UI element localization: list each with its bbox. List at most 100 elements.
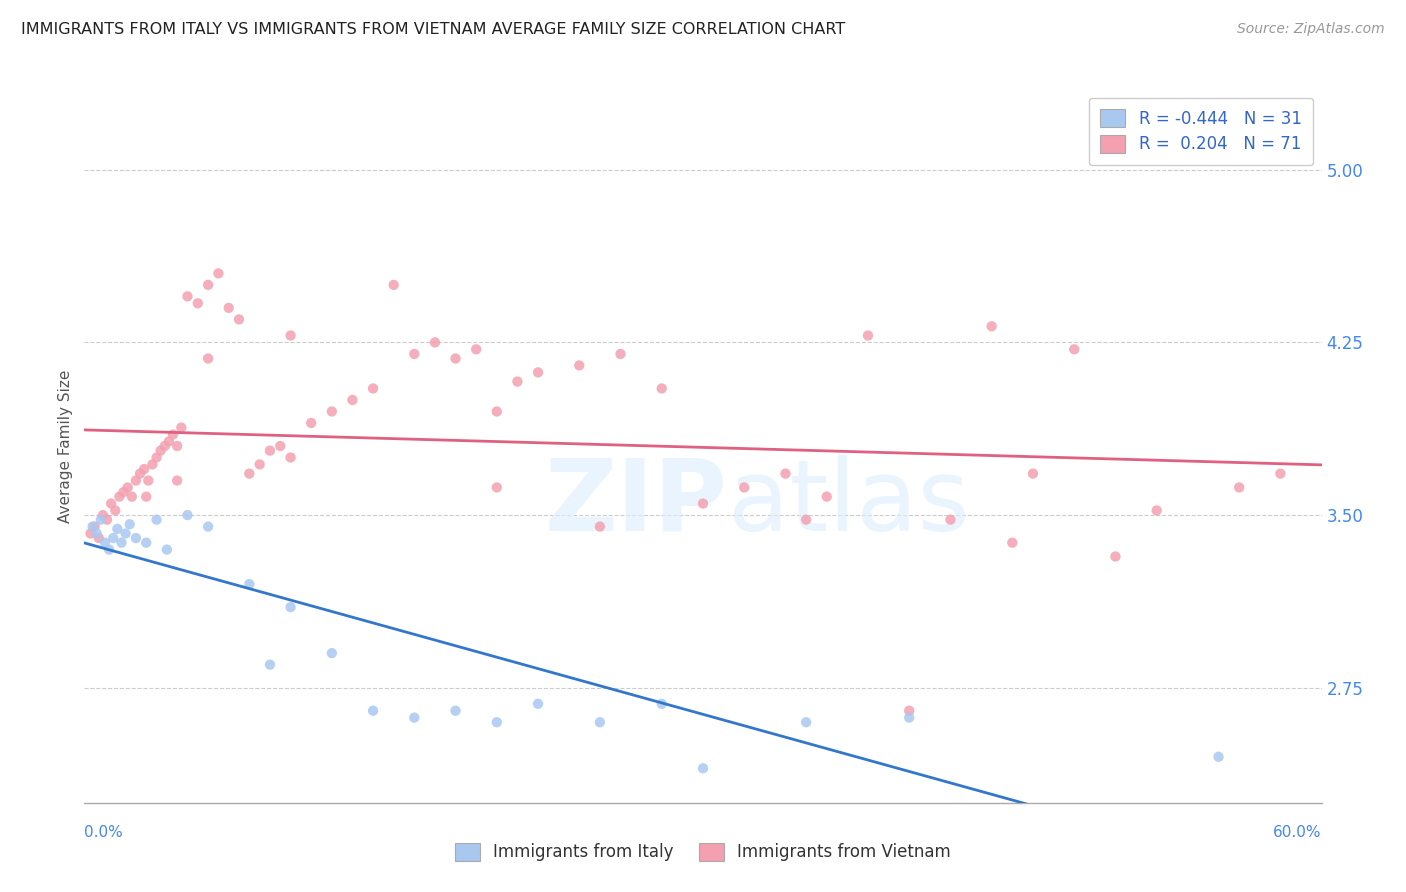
Point: [1208, 749, 1230, 764]
Point: [939, 513, 962, 527]
Point: [170, 420, 193, 434]
Point: [145, 513, 167, 527]
Point: [90, 513, 112, 527]
Text: atlas: atlas: [728, 455, 969, 551]
Point: [114, 526, 136, 541]
Point: [1022, 467, 1045, 481]
Text: 60.0%: 60.0%: [1274, 825, 1322, 840]
Point: [589, 715, 612, 730]
Point: [527, 697, 550, 711]
Point: [125, 531, 148, 545]
Point: [125, 474, 148, 488]
Point: [249, 458, 271, 472]
Point: [692, 497, 714, 511]
Point: [153, 439, 176, 453]
Point: [238, 467, 260, 481]
Point: [280, 600, 302, 615]
Point: [145, 450, 167, 465]
Point: [112, 485, 135, 500]
Point: [280, 328, 302, 343]
Point: [856, 328, 879, 343]
Point: [775, 467, 797, 481]
Point: [94, 535, 117, 549]
Point: [156, 542, 179, 557]
Point: [166, 439, 188, 453]
Text: 0.0%: 0.0%: [84, 825, 124, 840]
Point: [485, 480, 508, 494]
Point: [361, 381, 384, 395]
Point: [465, 343, 488, 357]
Point: [91, 508, 114, 522]
Point: [141, 458, 163, 472]
Point: [104, 503, 127, 517]
Point: [506, 375, 529, 389]
Point: [98, 542, 121, 557]
Point: [135, 535, 157, 549]
Point: [568, 359, 591, 373]
Point: [96, 513, 118, 527]
Point: [342, 392, 364, 407]
Point: [651, 381, 673, 395]
Point: [1104, 549, 1126, 564]
Text: ZIP: ZIP: [546, 455, 728, 551]
Point: [108, 490, 131, 504]
Point: [129, 467, 152, 481]
Point: [794, 715, 817, 730]
Point: [1146, 503, 1168, 517]
Point: [794, 513, 817, 527]
Point: [134, 462, 156, 476]
Point: [444, 351, 467, 366]
Point: [589, 519, 612, 533]
Point: [815, 490, 838, 504]
Point: [79, 526, 101, 541]
Point: [444, 704, 467, 718]
Point: [280, 450, 302, 465]
Point: [485, 715, 508, 730]
Point: [269, 439, 291, 453]
Point: [110, 535, 132, 549]
Point: [207, 266, 229, 280]
Point: [86, 526, 108, 541]
Point: [361, 704, 384, 718]
Point: [692, 761, 714, 775]
Point: [404, 711, 426, 725]
Text: IMMIGRANTS FROM ITALY VS IMMIGRANTS FROM VIETNAM AVERAGE FAMILY SIZE CORRELATION: IMMIGRANTS FROM ITALY VS IMMIGRANTS FROM…: [21, 22, 845, 37]
Point: [162, 427, 184, 442]
Point: [117, 480, 139, 494]
Point: [259, 657, 281, 672]
Point: [166, 474, 188, 488]
Point: [259, 443, 281, 458]
Legend: R = -0.444   N = 31, R =  0.204   N = 71: R = -0.444 N = 31, R = 0.204 N = 71: [1088, 97, 1313, 165]
Point: [176, 289, 198, 303]
Point: [423, 335, 446, 350]
Point: [485, 404, 508, 418]
Point: [382, 277, 405, 292]
Point: [527, 365, 550, 379]
Point: [321, 404, 343, 418]
Point: [980, 319, 1002, 334]
Point: [1270, 467, 1292, 481]
Point: [898, 704, 921, 718]
Point: [83, 519, 105, 533]
Point: [135, 490, 157, 504]
Point: [321, 646, 343, 660]
Point: [218, 301, 240, 315]
Point: [1227, 480, 1250, 494]
Point: [187, 296, 209, 310]
Point: [103, 531, 125, 545]
Point: [136, 474, 159, 488]
Point: [197, 277, 219, 292]
Point: [105, 522, 128, 536]
Point: [197, 519, 219, 533]
Point: [238, 577, 260, 591]
Point: [404, 347, 426, 361]
Point: [1001, 535, 1024, 549]
Point: [100, 497, 122, 511]
Point: [651, 697, 673, 711]
Text: Source: ZipAtlas.com: Source: ZipAtlas.com: [1237, 22, 1385, 37]
Point: [149, 443, 172, 458]
Legend: Immigrants from Italy, Immigrants from Vietnam: Immigrants from Italy, Immigrants from V…: [449, 836, 957, 868]
Point: [609, 347, 631, 361]
Point: [898, 711, 921, 725]
Point: [118, 517, 141, 532]
